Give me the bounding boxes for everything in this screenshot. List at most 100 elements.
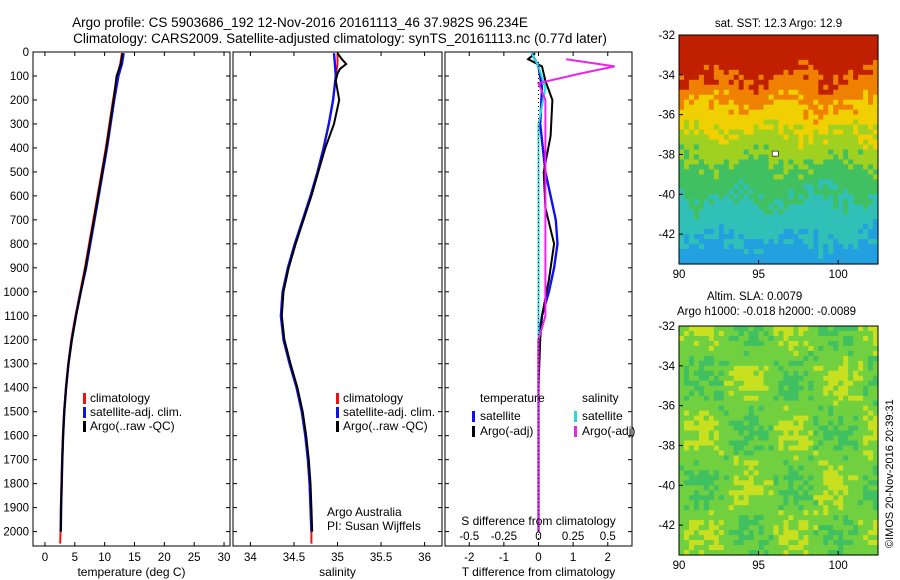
map-cell	[778, 229, 785, 235]
map-cell	[798, 490, 804, 496]
map-cell	[683, 550, 690, 556]
map-cell	[798, 189, 804, 195]
map-cell	[733, 535, 740, 541]
map-cell	[863, 164, 869, 171]
map-cell	[693, 365, 700, 372]
map-cell	[858, 440, 864, 447]
map-cell	[803, 84, 809, 91]
map-cell	[798, 89, 804, 96]
map-cell	[698, 179, 705, 185]
map-cell	[703, 199, 710, 205]
map-cell	[778, 129, 785, 136]
legend-swatch	[574, 426, 577, 437]
map-cell	[743, 189, 750, 195]
map-cell	[838, 330, 844, 337]
map-cell	[698, 380, 705, 387]
map-cell	[738, 390, 745, 397]
map-cell	[723, 420, 730, 427]
map-cell	[723, 415, 730, 422]
map-cell	[793, 44, 799, 51]
map-cell	[763, 495, 770, 501]
map-cell	[833, 139, 839, 146]
map-cell	[828, 375, 834, 382]
map-cell	[773, 360, 780, 367]
map-cell	[833, 79, 839, 86]
map-cell	[718, 505, 725, 511]
imos-credit: ©IMOS 20-Nov-2016 20:39:31	[884, 399, 896, 548]
map-cell	[808, 515, 814, 521]
map-cell	[763, 49, 770, 56]
map-cell	[803, 480, 809, 486]
map-cell	[843, 44, 849, 51]
map-cell	[733, 234, 740, 240]
depth-tick-label: 1700	[3, 455, 29, 467]
map-cell	[813, 194, 819, 200]
map-cell	[708, 405, 715, 412]
map-cell	[803, 239, 809, 245]
map-cell	[808, 84, 814, 91]
map-cell	[773, 460, 780, 466]
map-cell	[823, 69, 829, 76]
map-cell	[743, 224, 750, 230]
map-cell	[858, 94, 864, 101]
map-cell	[768, 194, 775, 200]
map-cell	[863, 520, 869, 526]
map-cell	[738, 430, 745, 437]
map-cell	[753, 490, 760, 496]
map-cell	[843, 149, 849, 156]
map-cell	[838, 455, 844, 462]
map-cell	[848, 229, 854, 235]
map-cell	[743, 485, 750, 491]
map-cell	[808, 229, 814, 235]
map-cell	[698, 345, 705, 352]
map-cell	[793, 179, 799, 185]
map-cell	[718, 109, 725, 116]
map-cell	[868, 335, 874, 342]
map-cell	[679, 44, 685, 51]
map-cell	[788, 420, 795, 427]
map-cell	[693, 109, 700, 116]
map-cell	[813, 79, 819, 86]
map-cell	[808, 550, 814, 556]
depth-tick-label: 1900	[3, 503, 29, 515]
map-cell	[838, 545, 844, 551]
map-cell	[868, 430, 874, 437]
map-cell	[843, 535, 849, 541]
map-cell	[813, 54, 819, 61]
map-cell	[773, 535, 780, 541]
x-tick-label: 2	[605, 552, 611, 564]
map-cell	[723, 335, 730, 342]
map-cell	[743, 370, 750, 377]
map-cell	[783, 35, 790, 41]
map-cell	[853, 209, 859, 215]
map-cell	[833, 425, 839, 432]
map-cell	[768, 209, 775, 215]
map-cell	[873, 350, 879, 357]
map-cell	[698, 445, 705, 452]
map-cell	[828, 169, 834, 175]
map-cell	[733, 355, 740, 362]
map-cell	[723, 89, 730, 96]
map-cell	[853, 35, 859, 41]
map-cell	[818, 535, 824, 541]
map-cell	[778, 179, 785, 185]
map-cell	[728, 455, 735, 462]
map-cell	[773, 204, 780, 210]
map-cell	[873, 219, 879, 225]
map-cell	[728, 194, 735, 200]
map-cell	[733, 550, 740, 556]
map-cell	[858, 174, 864, 180]
map-cell	[758, 244, 765, 250]
map-cell	[863, 134, 869, 141]
map-cell	[718, 89, 725, 96]
map-cell	[723, 39, 730, 46]
map-cell	[783, 59, 790, 66]
map-cell	[758, 179, 765, 185]
map-cell	[783, 435, 790, 442]
map-cell	[848, 94, 854, 101]
map-cell	[688, 545, 695, 551]
map-cell	[868, 440, 874, 447]
map-cell	[818, 370, 824, 377]
map-cell	[733, 470, 740, 476]
